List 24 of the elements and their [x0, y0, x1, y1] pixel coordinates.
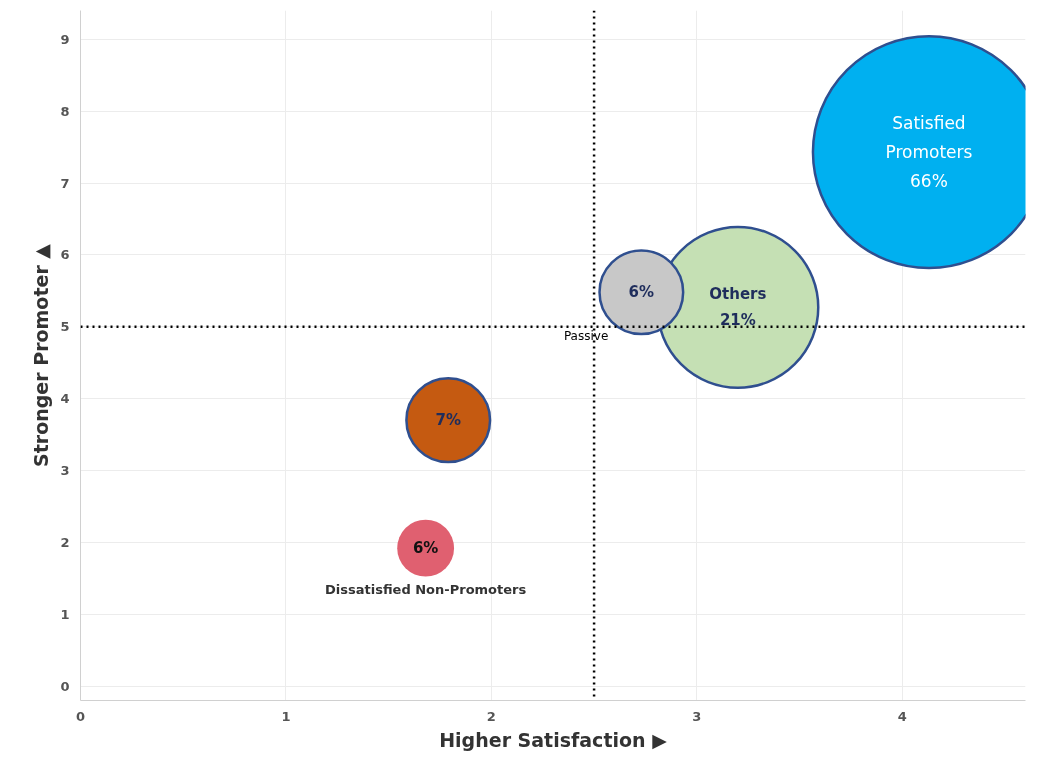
x-tick-label: 3: [692, 708, 702, 724]
y-tick-label: 3: [60, 463, 70, 478]
x-tick-label: 2: [486, 708, 496, 724]
annotation: Passive: [563, 328, 609, 343]
x-tick-label: 0: [75, 708, 86, 724]
y-tick-label: 4: [60, 391, 70, 407]
y-tick-label: 8: [60, 103, 70, 119]
x-tick-label: 4: [897, 708, 907, 724]
annotation: 6%: [628, 283, 655, 302]
annotation: Satisfied Promoters 66%: [885, 113, 973, 192]
y-tick-label: 5: [60, 319, 70, 335]
annotation: 6%: [412, 539, 439, 558]
annotation: 7%: [435, 411, 461, 430]
y-tick-label: 2: [60, 534, 70, 550]
annotation: Others 21%: [709, 285, 767, 330]
y-tick-label: 9: [60, 31, 70, 47]
x-tick-label: 1: [281, 708, 291, 724]
annotation: Dissatisfied Non-Promoters: [325, 581, 527, 597]
y-tick-label: 7: [60, 175, 70, 191]
y-tick-label: 6: [60, 247, 70, 263]
x-axis-title: Higher Satisfaction ▶: [439, 728, 668, 751]
y-tick-label: 0: [60, 678, 70, 694]
y-axis-title: Stronger Promoter ▲: [30, 243, 53, 467]
y-tick-label: 1: [60, 606, 70, 622]
